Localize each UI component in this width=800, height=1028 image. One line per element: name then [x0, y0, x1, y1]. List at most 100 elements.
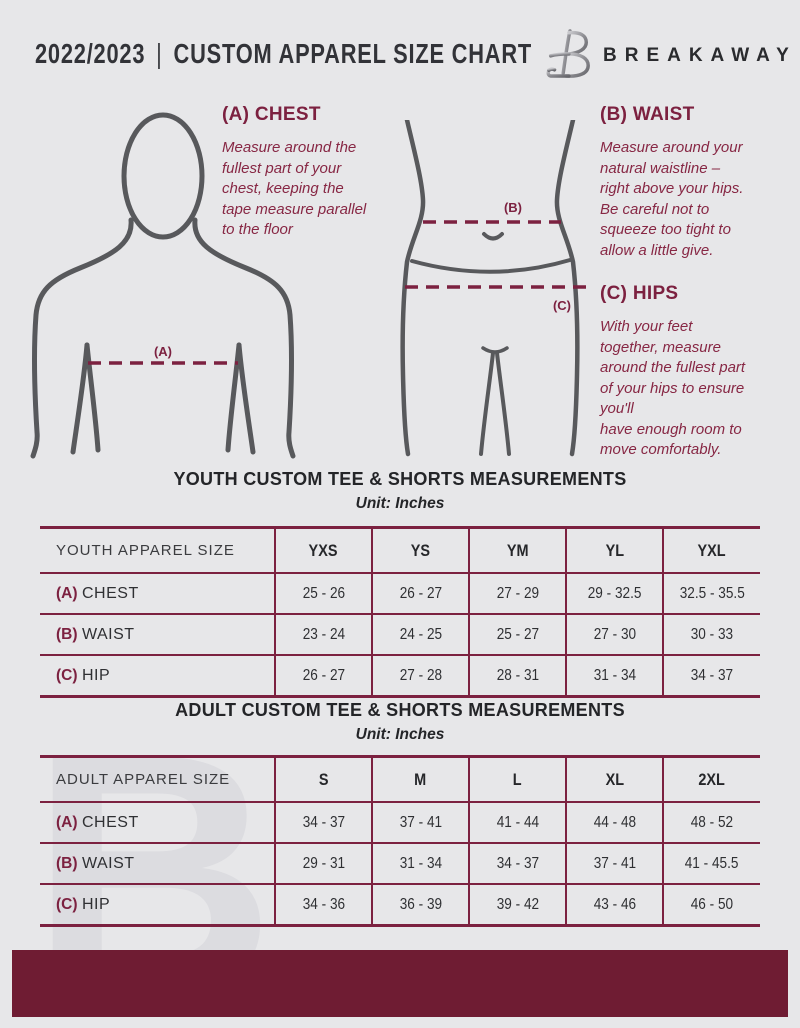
size-label: YXS: [309, 540, 338, 560]
youth-header-row: YOUTH APPAREL SIZE YXS YS YM YL YXL: [40, 527, 760, 574]
measurement-cell: 36 - 39: [371, 884, 469, 927]
adult-waist-row: (B) WAIST 29 - 31 31 - 34 34 - 37 37 - 4…: [40, 843, 760, 885]
measurement-value: 24 - 25: [399, 625, 442, 643]
row-name: WAIST: [81, 625, 135, 643]
measurement-value: 23 - 24: [302, 625, 345, 643]
measurement-value: 37 - 41: [399, 813, 442, 831]
size-label: YXL: [697, 540, 727, 560]
measurement-value: 34 - 36: [302, 895, 345, 913]
youth-header-label-cell: YOUTH APPAREL SIZE: [40, 527, 275, 574]
measurement-cell: 34 - 37: [468, 843, 566, 885]
measurement-value: 31 - 34: [593, 666, 636, 684]
youth-size-ys: YS: [371, 527, 469, 574]
row-prefix: (C): [56, 895, 78, 913]
adult-header-label-cell: ADULT APPAREL SIZE: [40, 756, 275, 803]
measurement-value: 29 - 31: [302, 854, 345, 872]
adult-hip-row: (C) HIP 34 - 36 36 - 39 39 - 42 43 - 46 …: [40, 884, 760, 927]
adult-size-2xl: 2XL: [662, 756, 760, 803]
measurement-value: 27 - 30: [593, 625, 636, 643]
measurement-value: 37 - 41: [593, 854, 636, 872]
measurement-cell: 28 - 31: [468, 655, 566, 698]
row-label-cell: (A) CHEST: [40, 573, 275, 615]
header-bar: 2022/2023 | CUSTOM APPAREL SIZE CHART BREA…: [0, 0, 800, 95]
measurement-value: 39 - 42: [496, 895, 539, 913]
page-title-year: 2022/2023: [35, 38, 146, 69]
adult-table-unit: Unit: Inches: [355, 726, 445, 743]
adult-size-table: ADULT APPAREL SIZE S M L XL 2XL (A) CHES…: [40, 755, 760, 927]
breakaway-logo-icon: [546, 29, 590, 78]
row-label-cell: (C) HIP: [40, 884, 275, 927]
measurement-value: 41 - 44: [496, 813, 539, 831]
row-name: WAIST: [81, 854, 135, 872]
lower-body-figure: (B) (C): [400, 120, 588, 457]
measurement-cell: 26 - 27: [274, 655, 372, 698]
measurement-value: 27 - 28: [399, 666, 442, 684]
title-divider: |: [156, 38, 163, 69]
size-label: L: [513, 769, 522, 789]
waist-heading: (B) WAIST: [600, 104, 695, 125]
measurement-cell: 29 - 32.5: [565, 573, 663, 615]
hips-marker-label: (C): [553, 298, 571, 313]
page-title: 2022/2023 | CUSTOM APPAREL SIZE CHART: [35, 38, 532, 70]
page-title-text: CUSTOM APPAREL SIZE CHART: [173, 38, 533, 69]
measurement-cell: 34 - 37: [274, 802, 372, 844]
brand-wordmark: BREAKAWAY: [603, 45, 797, 66]
measurement-cell: 32.5 - 35.5: [662, 573, 760, 615]
youth-chest-row: (A) CHEST 25 - 26 26 - 27 27 - 29 29 - 3…: [40, 573, 760, 615]
measurement-cell: 34 - 37: [662, 655, 760, 698]
adult-chest-row: (A) CHEST 34 - 37 37 - 41 41 - 44 44 - 4…: [40, 802, 760, 844]
measurement-value: 44 - 48: [593, 813, 636, 831]
measurement-cell: 26 - 27: [371, 573, 469, 615]
adult-size-s: S: [274, 756, 372, 803]
measurement-value: 26 - 27: [399, 584, 442, 602]
row-prefix: (A): [56, 584, 78, 602]
size-label: YL: [605, 540, 624, 560]
row-name: CHEST: [81, 584, 139, 602]
hips-instructions: (C) HIPS With your feet together, measur…: [600, 283, 795, 461]
measurement-value: 48 - 52: [690, 813, 734, 831]
measurement-value: 34 - 37: [302, 813, 345, 831]
youth-hip-row: (C) HIP 26 - 27 27 - 28 28 - 31 31 - 34 …: [40, 655, 760, 698]
row-name: CHEST: [81, 813, 139, 831]
measurement-value: 36 - 39: [399, 895, 442, 913]
measurement-value: 25 - 26: [302, 584, 345, 602]
measurement-value: 34 - 37: [690, 666, 734, 684]
measurement-value: 46 - 50: [690, 895, 734, 913]
measurement-value: 32.5 - 35.5: [679, 584, 745, 602]
youth-header-label: YOUTH APPAREL SIZE: [56, 541, 235, 559]
adult-table-title: ADULT CUSTOM TEE & SHORTS MEASUREMENTS: [175, 700, 625, 720]
chest-instructions: (A) CHEST Measure around the fullest par…: [222, 104, 407, 241]
measurement-cell: 27 - 30: [565, 614, 663, 656]
measurement-cell: 23 - 24: [274, 614, 372, 656]
youth-size-yxs: YXS: [274, 527, 372, 574]
row-name: HIP: [81, 666, 111, 684]
row-label-cell: (C) HIP: [40, 655, 275, 698]
row-label-cell: (B) WAIST: [40, 614, 275, 656]
measurement-value: 43 - 46: [593, 895, 636, 913]
measurement-cell: 27 - 28: [371, 655, 469, 698]
size-label: 2XL: [698, 769, 726, 789]
size-label: YS: [410, 540, 431, 560]
row-label-cell: (B) WAIST: [40, 843, 275, 885]
measurement-cell: 48 - 52: [662, 802, 760, 844]
chest-heading: (A) CHEST: [222, 104, 321, 125]
adult-header-label: ADULT APPAREL SIZE: [56, 770, 231, 788]
measurement-cell: 37 - 41: [371, 802, 469, 844]
youth-size-table: YOUTH APPAREL SIZE YXS YS YM YL YXL (A) …: [40, 526, 760, 698]
row-prefix: (A): [56, 813, 78, 831]
adult-size-l: L: [468, 756, 566, 803]
measurement-cell: 44 - 48: [565, 802, 663, 844]
measurement-cell: 43 - 46: [565, 884, 663, 927]
row-prefix: (C): [56, 666, 78, 684]
adult-header-row: ADULT APPAREL SIZE S M L XL 2XL: [40, 756, 760, 803]
measurement-value: 27 - 29: [496, 584, 539, 602]
youth-table-title: YOUTH CUSTOM TEE & SHORTS MEASUREMENTS: [173, 469, 627, 489]
measurement-cell: 37 - 41: [565, 843, 663, 885]
chest-body-text: Measure around the fullest part of your …: [222, 139, 367, 238]
upper-body-figure: (A): [30, 112, 296, 459]
youth-size-yl: YL: [565, 527, 663, 574]
adult-size-xl: XL: [565, 756, 663, 803]
adult-size-m: M: [371, 756, 469, 803]
hips-body-text: With your feet together, measure around …: [600, 318, 746, 458]
